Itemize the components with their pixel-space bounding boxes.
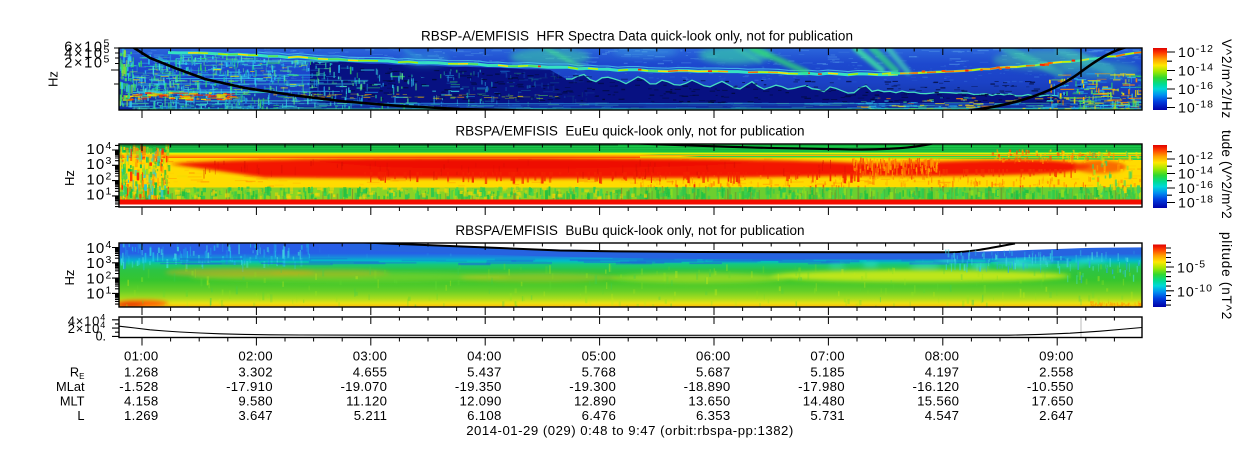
svg-text:MLT: MLT <box>60 394 85 409</box>
svg-text:1.269: 1.269 <box>124 408 159 423</box>
svg-text:-19.070: -19.070 <box>340 379 387 394</box>
svg-text:01:00: 01:00 <box>124 349 159 364</box>
svg-text:4.158: 4.158 <box>124 394 159 409</box>
svg-text:Hz: Hz <box>62 270 77 286</box>
svg-text:3.302: 3.302 <box>238 365 273 380</box>
svg-text:03:00: 03:00 <box>353 349 388 364</box>
svg-text:12.890: 12.890 <box>574 394 616 409</box>
svg-text:-18.890: -18.890 <box>684 379 731 394</box>
svg-text:104: 104 <box>86 239 112 257</box>
svg-text:2×105: 2×105 <box>64 54 111 72</box>
svg-text:10-18: 10-18 <box>1178 194 1214 212</box>
svg-text:10-10: 10-10 <box>1177 282 1213 300</box>
svg-text:10-18: 10-18 <box>1178 99 1214 117</box>
svg-text:V^2/m^2/Hz: V^2/m^2/Hz <box>1219 39 1234 119</box>
svg-text:4.547: 4.547 <box>925 408 960 423</box>
svg-text:L: L <box>77 408 84 423</box>
svg-text:-19.300: -19.300 <box>569 379 616 394</box>
svg-text:-10.550: -10.550 <box>1027 379 1074 394</box>
svg-text:05:00: 05:00 <box>582 349 617 364</box>
svg-text:2×104: 2×104 <box>68 320 106 336</box>
svg-text:10-5: 10-5 <box>1177 259 1206 277</box>
svg-text:12.090: 12.090 <box>460 394 502 409</box>
svg-text:104: 104 <box>86 140 112 158</box>
svg-text:08:00: 08:00 <box>925 349 960 364</box>
svg-text:10-16: 10-16 <box>1178 80 1214 98</box>
svg-text:101: 101 <box>86 186 112 204</box>
svg-text:Hz: Hz <box>62 170 77 186</box>
svg-text:4×105: 4×105 <box>64 44 111 62</box>
svg-text:Hz: Hz <box>46 71 61 87</box>
svg-text:6×105: 6×105 <box>64 38 111 56</box>
svg-text:6.476: 6.476 <box>582 408 617 423</box>
svg-text:13.650: 13.650 <box>688 394 730 409</box>
svg-text:RBSPA/EMFISIS EuEu quick-look: RBSPA/EMFISIS EuEu quick-look only, not … <box>455 124 804 139</box>
svg-text:-16.120: -16.120 <box>912 379 959 394</box>
svg-text:14.480: 14.480 <box>803 394 845 409</box>
svg-text:RBSP-A/EMFISIS HFR Spectra Da: RBSP-A/EMFISIS HFR Spectra Data quick-lo… <box>421 29 853 44</box>
svg-text:04:00: 04:00 <box>467 349 502 364</box>
svg-text:102: 102 <box>86 269 112 287</box>
svg-text:02:00: 02:00 <box>238 349 273 364</box>
svg-text:5.185: 5.185 <box>810 365 845 380</box>
svg-text:5.211: 5.211 <box>354 408 388 423</box>
svg-text:103: 103 <box>86 254 112 272</box>
svg-text:2014-01-29 (029) 0:48 to 9:47: 2014-01-29 (029) 0:48 to 9:47 (orbit:rbs… <box>466 423 794 438</box>
svg-text:tude (V^2/m^2: tude (V^2/m^2 <box>1219 130 1234 219</box>
svg-text:5.437: 5.437 <box>467 365 502 380</box>
svg-text:06:00: 06:00 <box>696 349 731 364</box>
svg-text:101: 101 <box>86 285 112 303</box>
svg-text:11.120: 11.120 <box>346 394 387 409</box>
svg-text:4×104: 4×104 <box>68 313 106 329</box>
svg-text:9.580: 9.580 <box>238 394 273 409</box>
svg-text:103: 103 <box>86 155 112 173</box>
svg-text:10-12: 10-12 <box>1178 43 1214 61</box>
svg-text:17.650: 17.650 <box>1032 394 1074 409</box>
svg-text:102: 102 <box>86 170 112 188</box>
svg-text:6.108: 6.108 <box>467 408 502 423</box>
svg-text:2.558: 2.558 <box>1039 365 1074 380</box>
svg-text:plitude (nT^2: plitude (nT^2 <box>1219 232 1234 320</box>
svg-text:5.687: 5.687 <box>696 365 731 380</box>
svg-text:MLat: MLat <box>56 379 85 394</box>
svg-text:4.655: 4.655 <box>353 365 388 380</box>
svg-text:4.197: 4.197 <box>925 365 960 380</box>
svg-text:2.647: 2.647 <box>1039 408 1074 423</box>
svg-text:-1.528: -1.528 <box>119 379 158 394</box>
svg-text:6.353: 6.353 <box>696 408 731 423</box>
svg-text:1.268: 1.268 <box>124 365 159 380</box>
svg-text:-17.910: -17.910 <box>226 379 273 394</box>
svg-text:0.: 0. <box>96 330 106 344</box>
svg-text:-19.350: -19.350 <box>455 379 502 394</box>
svg-text:09:00: 09:00 <box>1039 349 1074 364</box>
svg-text:RBSPA/EMFISIS BuBu quick-look: RBSPA/EMFISIS BuBu quick-look only, not … <box>455 223 804 238</box>
svg-text:07:00: 07:00 <box>810 349 845 364</box>
svg-text:5.768: 5.768 <box>582 365 617 380</box>
svg-text:3.647: 3.647 <box>238 408 273 423</box>
svg-text:10-14: 10-14 <box>1178 62 1214 80</box>
svg-text:-17.980: -17.980 <box>798 379 845 394</box>
svg-text:15.560: 15.560 <box>917 394 959 409</box>
svg-text:5.731: 5.731 <box>810 408 845 423</box>
